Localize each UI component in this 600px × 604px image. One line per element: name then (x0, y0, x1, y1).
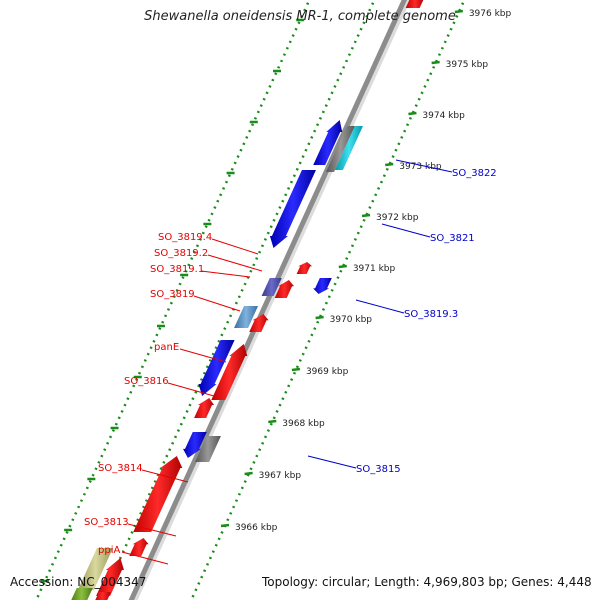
scale-tick (291, 367, 301, 372)
scale-tick-label: 3973 kbp (399, 162, 442, 172)
scale-tick (315, 315, 324, 320)
gene-label-forward: ppiA (98, 545, 120, 556)
scale-tick-label: 3972 kbp (376, 213, 419, 223)
gene-so-3819-1-forward (261, 278, 282, 296)
label-leader-reverse (381, 223, 431, 238)
dotted-rails (33, 0, 466, 604)
map-title: Shewanella oneidensis MR-1, complete gen… (144, 9, 456, 24)
gene-label-forward: SO_3813 (84, 517, 129, 528)
gene-top-forward (405, 0, 424, 8)
scale-tick (408, 111, 417, 116)
label-leader-forward (179, 348, 227, 363)
gene-so-3819b-forward (249, 314, 269, 332)
scale-ticks: 3976 kbp 3975 kbp 3974 kbp 3973 kbp 3972 kbp… (40, 9, 512, 583)
gene-label-reverse: SO_3822 (452, 168, 497, 179)
label-leader-reverse (307, 455, 357, 469)
scale-tick (361, 213, 371, 218)
gene-label-reverse: SO_3815 (356, 464, 401, 475)
gene-label-forward: SO_3816 (124, 376, 169, 387)
backbone-line (126, 0, 408, 604)
label-leader-forward (211, 238, 259, 255)
gene-label-forward: SO_3819.1 (150, 264, 204, 275)
label-leader-reverse (355, 299, 405, 314)
label-leader-lines (121, 159, 453, 565)
gene-so-3816b-forward (194, 398, 215, 418)
left-dotted-rail (98, 0, 376, 604)
gene-label-forward: SO_3814 (98, 463, 143, 474)
scale-tick (268, 419, 277, 424)
gene-label-forward: panE (154, 342, 179, 353)
gene-so-3819-2-forward (274, 280, 295, 298)
gene-so-3822-reverse (313, 120, 343, 165)
gene-so-3814-forward (133, 456, 183, 532)
gene-so-3821-reverse (269, 170, 316, 248)
scale-tick-label: 3966 kbp (235, 523, 278, 533)
gene-green-block (70, 588, 93, 602)
gene-label-forward: SO_3819 (150, 289, 195, 300)
gene-pane-reverse (198, 340, 235, 396)
gene-label-forward: SO_3819.2 (154, 248, 208, 259)
scale-tick (244, 471, 253, 476)
label-leader-forward (207, 254, 263, 272)
gene-so-3819-forward (234, 306, 259, 328)
scale-tick (454, 9, 463, 14)
right-dotted-rail (188, 0, 466, 604)
label-leader-forward (141, 469, 189, 483)
gene-so-3813-forward (129, 538, 149, 556)
gene-label-reverse: SO_3819.3 (404, 309, 458, 320)
genome-summary-text: Topology: circular; Length: 4,969,803 bp… (262, 575, 592, 589)
gene-labels: SO_3819.4 SO_3819.2 SO_3819.1 SO_3819 panE SO… (84, 168, 497, 556)
gene-label-reverse: SO_3821 (430, 233, 475, 244)
gene-features (70, 0, 424, 602)
scale-tick-label: 3969 kbp (306, 367, 349, 377)
accession-text: Accession: NC_004347 (10, 575, 147, 589)
label-leader-forward (167, 382, 215, 397)
outer-dotted-rail (33, 0, 311, 604)
gene-so-3819-3-reverse (313, 278, 332, 294)
scale-tick-label: 3967 kbp (259, 471, 302, 481)
genome-backbone (126, 0, 411, 604)
label-leader-forward (193, 295, 241, 312)
gene-cyan-block (334, 126, 363, 170)
label-leader-forward (127, 523, 177, 537)
scale-tick-label: 3968 kbp (282, 419, 325, 429)
scale-tick (338, 264, 347, 269)
scale-tick-label: 3974 kbp (422, 111, 465, 121)
scale-tick-label: 3976 kbp (469, 9, 512, 19)
scale-tick-label: 3971 kbp (353, 264, 396, 274)
gene-olive-block (77, 548, 113, 590)
scale-tick (431, 60, 440, 65)
scale-tick (385, 162, 394, 167)
label-leader-forward (121, 551, 169, 565)
scale-tick-label: 3970 kbp (330, 315, 373, 325)
label-leader-forward (200, 270, 251, 278)
gene-so-3815-reverse (183, 432, 207, 458)
gene-label-forward: SO_3819.4 (158, 232, 212, 243)
gene-gray-so-3815 (195, 436, 221, 462)
gene-gray-block (326, 126, 355, 172)
gene-so-3819-4-forward (296, 262, 313, 274)
scale-tick (220, 523, 230, 528)
scale-tick-label: 3975 kbp (446, 60, 489, 70)
label-leader-reverse (395, 159, 453, 173)
gene-so-3816-forward (211, 344, 248, 400)
gene-ppia-forward (96, 558, 124, 596)
